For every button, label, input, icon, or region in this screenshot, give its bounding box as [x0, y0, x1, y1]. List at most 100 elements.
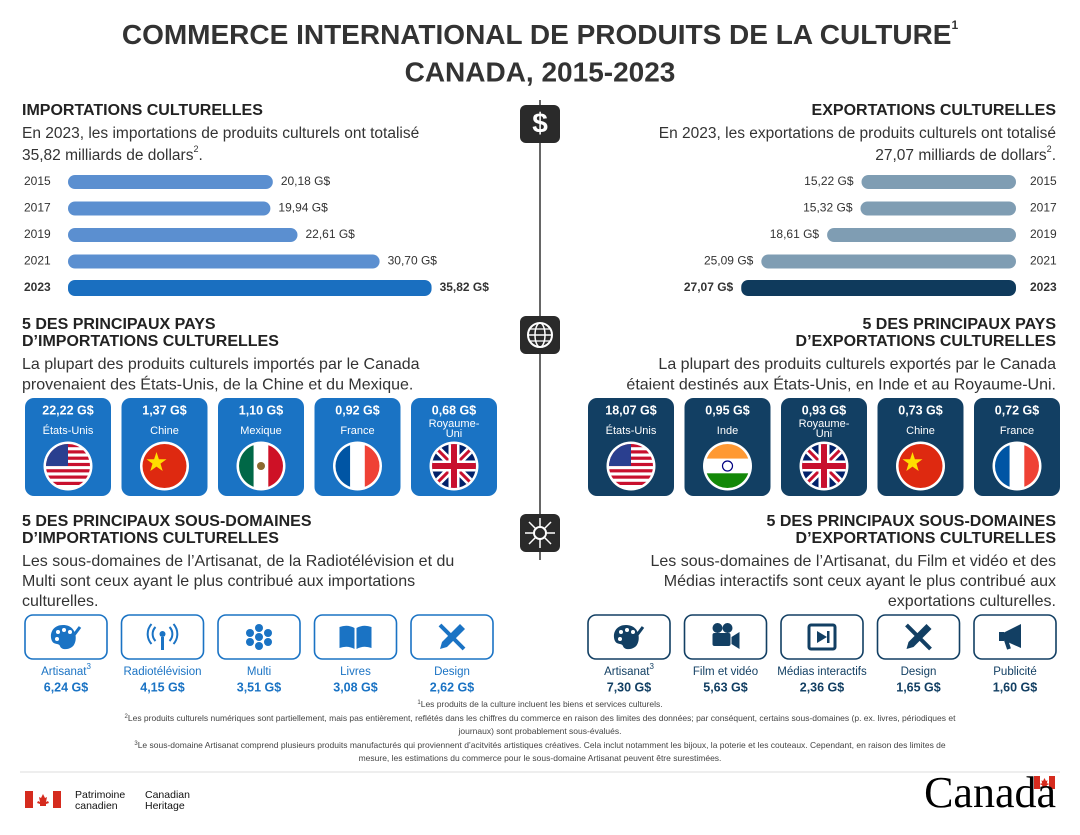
name-part: Multi: [247, 666, 271, 678]
section-heading: 5 DES PRINCIPAUX SOUS-DOMAINES: [766, 513, 1056, 530]
name-part: Film et vidéo: [693, 666, 758, 678]
icon: [264, 638, 272, 646]
department-fr: Patrimoine: [75, 789, 125, 801]
icon: [1004, 639, 1011, 650]
icon: [246, 629, 254, 637]
subdomain-name: Multi: [247, 666, 271, 678]
text-part: .: [198, 147, 202, 164]
bar: [68, 280, 432, 296]
flag-part: [46, 469, 90, 473]
text-part: 27,07 milliards de dollars: [875, 147, 1047, 164]
icon-box: [313, 614, 398, 660]
footnote-ref: 3: [86, 662, 91, 671]
flag-part: [142, 444, 187, 488]
year-label: 2019: [1030, 227, 1057, 241]
subdomain-name: Publicité: [993, 666, 1036, 678]
department-en: Canadian: [145, 789, 190, 801]
country-name: Uni: [446, 428, 463, 440]
icon: [619, 630, 623, 634]
value-label: 15,32 G$: [803, 201, 853, 215]
flag-part: [1009, 444, 1025, 488]
icon: [629, 626, 645, 644]
flag-part: [364, 444, 380, 488]
footnote: journaux) sont probablement sous-évalués…: [457, 726, 621, 736]
country-value: 0,73 G$: [898, 403, 943, 417]
country-name: Uni: [816, 428, 833, 440]
flag-part: [46, 481, 90, 485]
bar: [68, 228, 298, 242]
icon: [807, 623, 837, 651]
country-value: 1,37 G$: [142, 403, 187, 417]
name-part: Artisanat: [41, 666, 87, 678]
value-label: 18,61 G$: [770, 227, 820, 241]
icon: [146, 623, 179, 645]
section-text: étaient destinés aux États-Unis, en Inde…: [626, 375, 1056, 394]
icon: [246, 638, 254, 646]
section-heading: D’IMPORTATIONS CULTURELLES: [22, 530, 279, 547]
flag: [239, 444, 283, 488]
country-name: États-Unis: [606, 424, 657, 437]
section-heading: 5 DES PRINCIPAUX PAYS: [22, 316, 216, 333]
section-heading: IMPORTATIONS CULTURELLES: [22, 102, 263, 119]
section-text: Multi sont ceux ayant le plus contribué …: [22, 573, 415, 590]
name-part: Publicité: [993, 666, 1036, 678]
icon: [62, 628, 66, 632]
section-text: En 2023, les exportations de produits cu…: [659, 125, 1056, 142]
section-heading: D’EXPORTATIONS CULTURELLES: [796, 333, 1057, 350]
section-heading: D’EXPORTATIONS CULTURELLES: [796, 530, 1057, 547]
flag-part: [995, 444, 1010, 488]
subdomain-name: Artisanat3: [604, 662, 654, 678]
country-name: Mexique: [240, 425, 282, 437]
section-heading: D’IMPORTATIONS CULTURELLES: [22, 333, 279, 350]
subdomain-icon: [246, 624, 272, 650]
subdomain-value: 7,30 G$: [607, 680, 652, 694]
flag-part: [609, 475, 653, 479]
department-fr: canadien: [75, 800, 118, 812]
subdomain-value: 3,08 G$: [333, 680, 378, 694]
subdomain-icon: [905, 623, 932, 651]
icon: [55, 637, 59, 641]
year-label: 2015: [1030, 174, 1057, 188]
text-part: .: [1052, 147, 1056, 164]
subdomain-icon: [613, 625, 645, 650]
name-part: Radiotélévision: [124, 666, 202, 678]
flag-part: [721, 460, 734, 472]
footnote-number: 1: [417, 700, 421, 706]
section-heading: 5 DES PRINCIPAUX SOUS-DOMAINES: [22, 513, 312, 530]
flag-part: [609, 469, 653, 473]
country-name: Chine: [150, 425, 179, 437]
footnote-ref: 2: [1047, 144, 1052, 154]
country-value: 0,68 G$: [432, 403, 477, 417]
flag-part: [146, 452, 167, 471]
subdomain-value: 5,63 G$: [703, 680, 748, 694]
subdomain-icon: [807, 623, 837, 651]
subdomain-name: Artisanat3: [41, 662, 91, 678]
flag-part: [802, 444, 846, 488]
year-label: 2017: [1030, 201, 1057, 215]
footnote-ref: 2: [193, 144, 198, 154]
subdomain-icon: [999, 624, 1021, 650]
flag: [802, 444, 846, 488]
footnote-ref: 1: [951, 18, 958, 32]
icon: [255, 642, 263, 650]
department-en: Heritage: [145, 800, 185, 812]
country-name: Royaume-: [429, 418, 480, 430]
name-part: Médias interactifs: [777, 666, 867, 678]
globe-icon: [520, 316, 560, 354]
value-label: 30,70 G$: [388, 254, 438, 268]
subdomain-icon: [438, 623, 466, 651]
title: COMMERCE INTERNATIONAL DE PRODUITS DE LA…: [122, 18, 959, 50]
country-name: États-Unis: [43, 424, 94, 437]
bar: [68, 254, 380, 269]
name-part: Livres: [340, 666, 371, 678]
year-label: 2023: [24, 280, 51, 294]
section-text: La plupart des produits culturels export…: [658, 356, 1056, 373]
subdomain-name: Médias interactifs: [777, 666, 867, 678]
wordmark: Canada: [924, 768, 1056, 817]
section-text: En 2023, les importations de produits cu…: [22, 125, 419, 142]
flag-part: [350, 444, 365, 488]
icon: [722, 623, 733, 633]
svg-text:$: $: [532, 107, 548, 138]
icon: [625, 628, 629, 632]
